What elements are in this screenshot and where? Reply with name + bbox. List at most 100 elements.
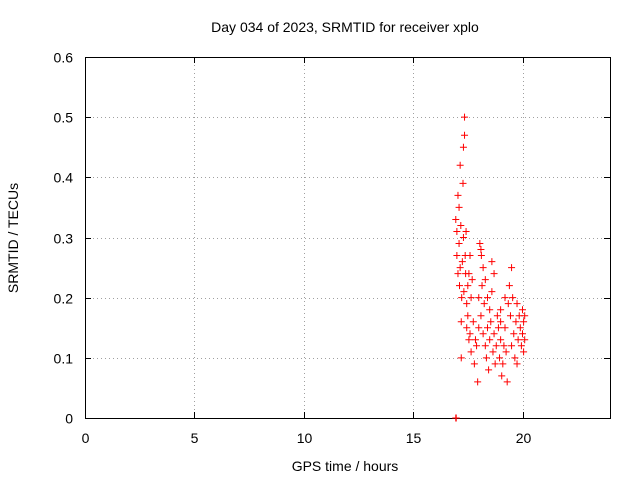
data-point bbox=[512, 318, 520, 326]
data-point bbox=[456, 282, 463, 290]
data-point bbox=[499, 360, 507, 368]
data-point bbox=[464, 282, 472, 290]
data-point bbox=[481, 342, 489, 350]
data-point bbox=[486, 306, 494, 314]
data-point bbox=[520, 318, 528, 326]
y-tick-label: 0 bbox=[65, 411, 73, 427]
data-point bbox=[513, 360, 521, 368]
data-point bbox=[519, 306, 526, 314]
y-tick-label: 0.3 bbox=[54, 231, 74, 247]
data-point bbox=[486, 336, 494, 344]
data-point bbox=[459, 234, 467, 241]
data-point bbox=[473, 342, 481, 350]
data-point bbox=[497, 318, 505, 326]
data-point bbox=[481, 276, 489, 284]
data-point bbox=[463, 324, 471, 332]
data-point bbox=[490, 270, 498, 278]
data-point bbox=[455, 240, 463, 248]
data-point bbox=[501, 294, 509, 302]
data-point bbox=[471, 336, 479, 344]
data-point bbox=[513, 300, 521, 308]
data-point bbox=[461, 131, 469, 139]
data-point bbox=[496, 354, 504, 362]
data-point bbox=[508, 264, 516, 272]
data-point bbox=[511, 354, 519, 362]
data-point bbox=[476, 240, 484, 248]
data-point bbox=[498, 372, 506, 380]
data-point bbox=[474, 378, 482, 386]
data-point bbox=[477, 312, 485, 320]
data-point bbox=[487, 318, 495, 326]
data-point bbox=[477, 246, 485, 254]
y-tick-label: 0.4 bbox=[54, 170, 74, 186]
data-point bbox=[504, 300, 512, 308]
data-point bbox=[491, 360, 499, 368]
data-point bbox=[461, 113, 469, 121]
data-point bbox=[503, 378, 511, 386]
data-point bbox=[508, 342, 516, 350]
data-point bbox=[493, 312, 501, 320]
data-point bbox=[488, 288, 496, 296]
data-point bbox=[519, 330, 526, 338]
data-point bbox=[453, 252, 461, 260]
data-point bbox=[460, 288, 468, 296]
data-point bbox=[478, 282, 486, 290]
data-point bbox=[516, 324, 524, 332]
data-point bbox=[469, 318, 477, 326]
data-point bbox=[475, 294, 483, 302]
axis-ticks: 0 0.1 0.2 0.3 0.4 0.5 0.6 0 5 10 15 20 bbox=[54, 50, 610, 446]
y-tick-label: 0.5 bbox=[54, 110, 74, 126]
data-point bbox=[455, 203, 463, 211]
data-point bbox=[480, 300, 488, 308]
data-point bbox=[497, 306, 505, 314]
data-point bbox=[521, 336, 529, 344]
data-point bbox=[510, 330, 518, 338]
chart-title: Day 034 of 2023, SRMTID for receiver xpl… bbox=[211, 19, 479, 35]
data-point bbox=[517, 342, 525, 350]
data-point bbox=[485, 366, 493, 374]
data-point bbox=[464, 312, 472, 320]
data-point bbox=[459, 179, 467, 187]
data-point bbox=[514, 336, 522, 344]
data-point bbox=[457, 354, 465, 362]
y-tick-label: 0.2 bbox=[54, 291, 74, 307]
data-point bbox=[488, 258, 496, 266]
data-point bbox=[470, 360, 478, 368]
data-point bbox=[453, 227, 461, 235]
x-tick-label: 20 bbox=[516, 430, 532, 446]
x-tick-label: 5 bbox=[191, 430, 199, 446]
data-point bbox=[475, 324, 483, 332]
x-tick-label: 0 bbox=[82, 430, 90, 446]
y-axis-label: SRMTID / TECUs bbox=[5, 183, 21, 293]
data-points bbox=[452, 113, 529, 422]
data-point bbox=[479, 330, 487, 338]
data-point bbox=[458, 258, 466, 266]
data-point bbox=[494, 324, 502, 332]
data-point bbox=[521, 312, 529, 320]
data-point bbox=[458, 294, 466, 302]
data-point bbox=[454, 191, 462, 199]
y-tick-label: 0.1 bbox=[54, 351, 74, 367]
data-point bbox=[462, 227, 470, 235]
data-point bbox=[484, 324, 491, 332]
data-point bbox=[466, 252, 474, 260]
data-point bbox=[484, 294, 491, 302]
data-point bbox=[479, 264, 487, 272]
data-point bbox=[459, 143, 467, 151]
data-point bbox=[520, 348, 528, 356]
data-point bbox=[457, 221, 465, 229]
data-point bbox=[467, 294, 475, 302]
data-point bbox=[467, 348, 475, 356]
data-point bbox=[509, 294, 517, 302]
data-point bbox=[489, 348, 497, 356]
data-point bbox=[465, 336, 473, 344]
data-point bbox=[456, 161, 464, 169]
data-point bbox=[482, 354, 490, 362]
x-tick-label: 15 bbox=[406, 430, 422, 446]
data-point bbox=[454, 270, 462, 278]
data-point bbox=[477, 252, 485, 260]
data-point bbox=[492, 342, 500, 350]
data-point bbox=[456, 264, 464, 272]
data-point bbox=[501, 324, 509, 332]
